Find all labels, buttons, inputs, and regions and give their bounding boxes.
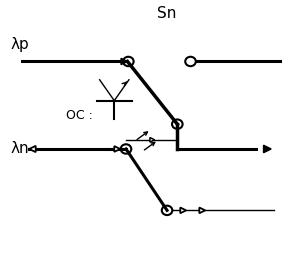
- Polygon shape: [180, 208, 186, 213]
- Polygon shape: [199, 208, 205, 213]
- Text: λn: λn: [10, 142, 29, 157]
- Text: OC :: OC :: [66, 109, 93, 121]
- Text: Sn: Sn: [157, 6, 176, 21]
- Text: λp: λp: [10, 37, 29, 52]
- Polygon shape: [121, 58, 128, 65]
- Polygon shape: [150, 138, 155, 142]
- Polygon shape: [29, 146, 36, 152]
- Polygon shape: [263, 145, 271, 153]
- Polygon shape: [114, 146, 120, 152]
